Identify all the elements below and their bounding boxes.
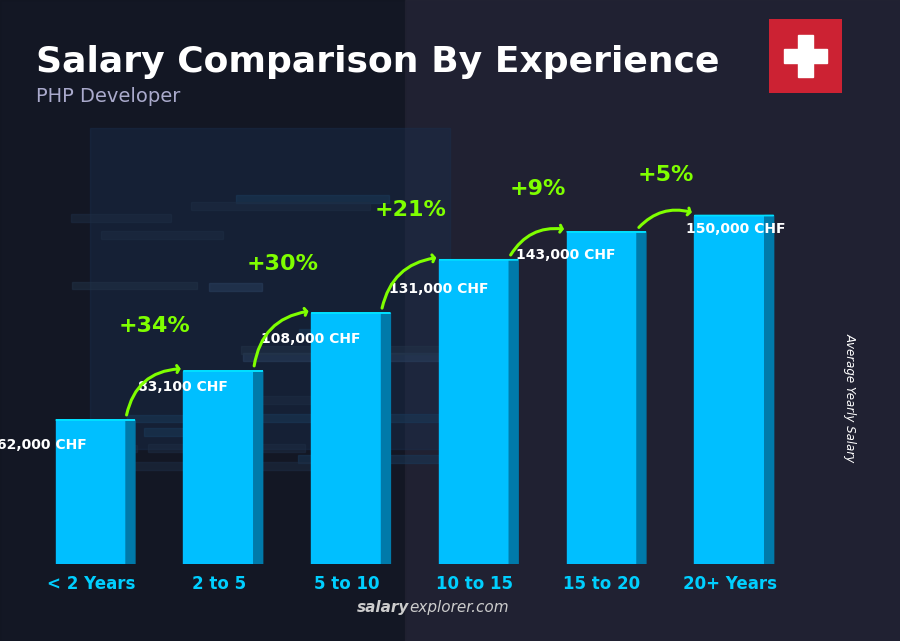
Text: +21%: +21%: [374, 200, 446, 221]
Bar: [90, 128, 450, 449]
Polygon shape: [509, 260, 518, 564]
Bar: [798, 35, 813, 78]
Polygon shape: [637, 232, 646, 564]
Bar: [184, 371, 254, 564]
Polygon shape: [254, 371, 263, 564]
Text: 83,100 CHF: 83,100 CHF: [138, 380, 228, 394]
Text: +9%: +9%: [509, 179, 566, 199]
Text: salary: salary: [357, 601, 410, 615]
Bar: [72, 282, 197, 290]
Text: PHP Developer: PHP Developer: [36, 87, 180, 106]
Bar: [71, 214, 171, 222]
Bar: [56, 420, 126, 564]
Text: +34%: +34%: [119, 316, 191, 336]
Bar: [58, 445, 138, 453]
Bar: [241, 346, 454, 354]
Bar: [186, 470, 236, 478]
Bar: [784, 49, 827, 63]
Bar: [439, 260, 509, 564]
Bar: [210, 395, 378, 403]
Bar: [191, 203, 370, 210]
Text: 150,000 CHF: 150,000 CHF: [686, 222, 786, 237]
Polygon shape: [126, 420, 135, 564]
Bar: [144, 428, 241, 436]
Text: +5%: +5%: [637, 165, 694, 185]
Bar: [695, 215, 765, 564]
Bar: [299, 455, 473, 463]
Bar: [567, 232, 637, 564]
Bar: [243, 353, 459, 361]
Text: 143,000 CHF: 143,000 CHF: [517, 247, 616, 262]
Text: +30%: +30%: [247, 254, 319, 274]
Text: Average Yearly Salary: Average Yearly Salary: [844, 333, 857, 462]
Bar: [209, 283, 263, 291]
Bar: [300, 329, 346, 337]
Text: 62,000 CHF: 62,000 CHF: [0, 438, 87, 452]
Text: Salary Comparison By Experience: Salary Comparison By Experience: [36, 45, 719, 79]
Bar: [127, 415, 205, 422]
Bar: [115, 462, 323, 470]
Bar: [236, 196, 390, 203]
Bar: [405, 0, 900, 641]
Text: 108,000 CHF: 108,000 CHF: [261, 332, 360, 345]
Bar: [148, 444, 304, 452]
Text: 131,000 CHF: 131,000 CHF: [389, 282, 488, 296]
Bar: [0, 0, 405, 641]
Bar: [255, 414, 473, 422]
Bar: [101, 231, 222, 238]
Polygon shape: [382, 313, 391, 564]
Polygon shape: [765, 215, 774, 564]
Bar: [311, 313, 382, 564]
Text: explorer.com: explorer.com: [410, 601, 509, 615]
